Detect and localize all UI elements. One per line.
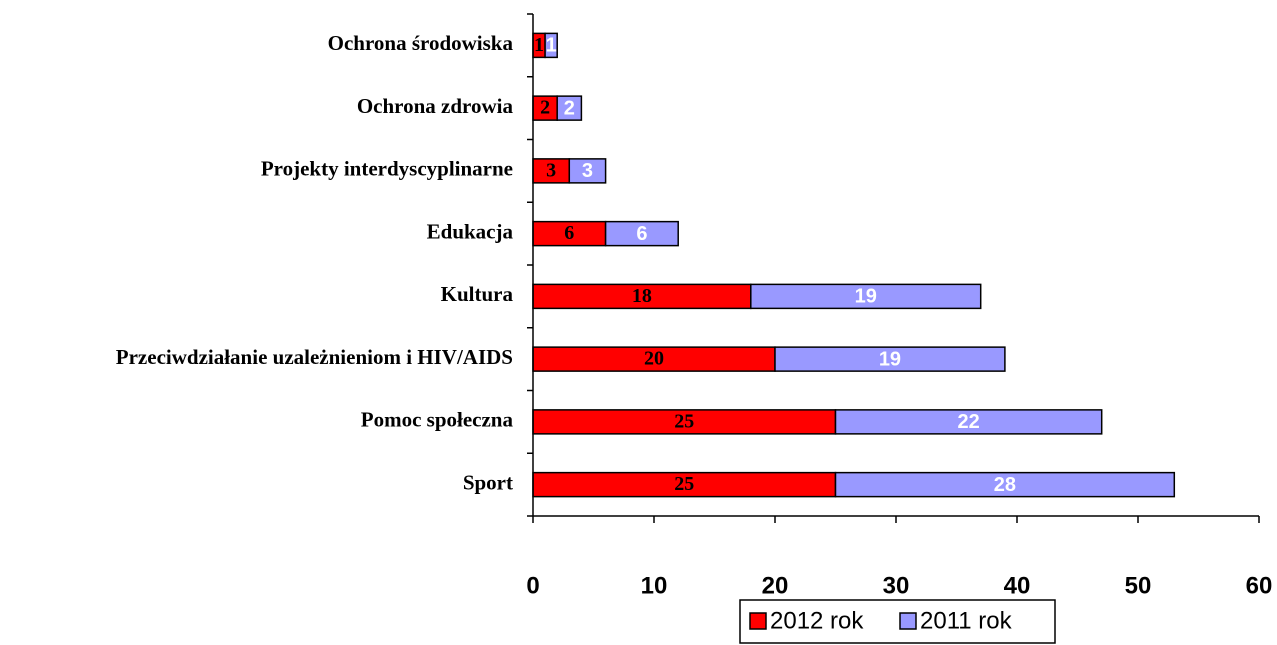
- value-label: 19: [855, 286, 877, 308]
- value-label: 20: [644, 348, 664, 370]
- bar-segment: [568, 158, 607, 184]
- x-tick-label: 20: [762, 572, 789, 599]
- value-label: 1: [546, 35, 557, 57]
- value-label: 25: [674, 473, 694, 495]
- legend-swatch: [749, 612, 767, 630]
- category-label: Kultura: [441, 282, 514, 306]
- x-tick-label: 0: [526, 572, 539, 599]
- legend-label: 2011 rok: [920, 607, 1013, 634]
- value-label: 2: [564, 97, 575, 119]
- x-tick-label: 30: [883, 572, 910, 599]
- value-label: 28: [994, 474, 1016, 496]
- bar-segment: [750, 283, 982, 310]
- value-label: 3: [582, 160, 593, 182]
- legend-swatch: [899, 612, 917, 630]
- bar-segment: [532, 283, 752, 310]
- x-tick-label: 10: [641, 572, 668, 599]
- value-label: 2: [540, 97, 550, 119]
- value-label: 22: [957, 411, 979, 433]
- category-label: Projekty interdyscyplinarne: [261, 157, 513, 181]
- x-tick-label: 50: [1125, 572, 1152, 599]
- value-label: 6: [564, 222, 574, 244]
- x-tick-label: 60: [1246, 572, 1273, 599]
- bar-segment: [834, 471, 1176, 498]
- bar-segment: [544, 32, 558, 59]
- value-label: 19: [879, 348, 901, 370]
- bar-segment: [834, 409, 1103, 435]
- bar-segment: [532, 158, 571, 184]
- legend-label: 2012 rok: [770, 607, 864, 634]
- bar-segment: [604, 220, 679, 247]
- value-label: 1: [534, 34, 544, 56]
- category-label: Ochrona środowiska: [328, 31, 514, 55]
- category-label: Ochrona zdrowia: [357, 94, 514, 118]
- value-label: 25: [674, 410, 694, 432]
- value-label: 3: [546, 159, 556, 181]
- bar-segment: [556, 95, 583, 121]
- value-label: 18: [632, 285, 652, 307]
- value-label: 6: [636, 223, 647, 245]
- legend-box: [739, 599, 1056, 644]
- x-tick-label: 40: [1004, 572, 1031, 599]
- category-label: Pomoc społeczna: [361, 408, 514, 432]
- category-label: Przeciwdziałanie uzależnieniom i HIV/AID…: [116, 345, 513, 369]
- category-label: Sport: [463, 470, 513, 494]
- bar-segment: [774, 346, 1006, 372]
- category-label: Edukacja: [427, 219, 514, 243]
